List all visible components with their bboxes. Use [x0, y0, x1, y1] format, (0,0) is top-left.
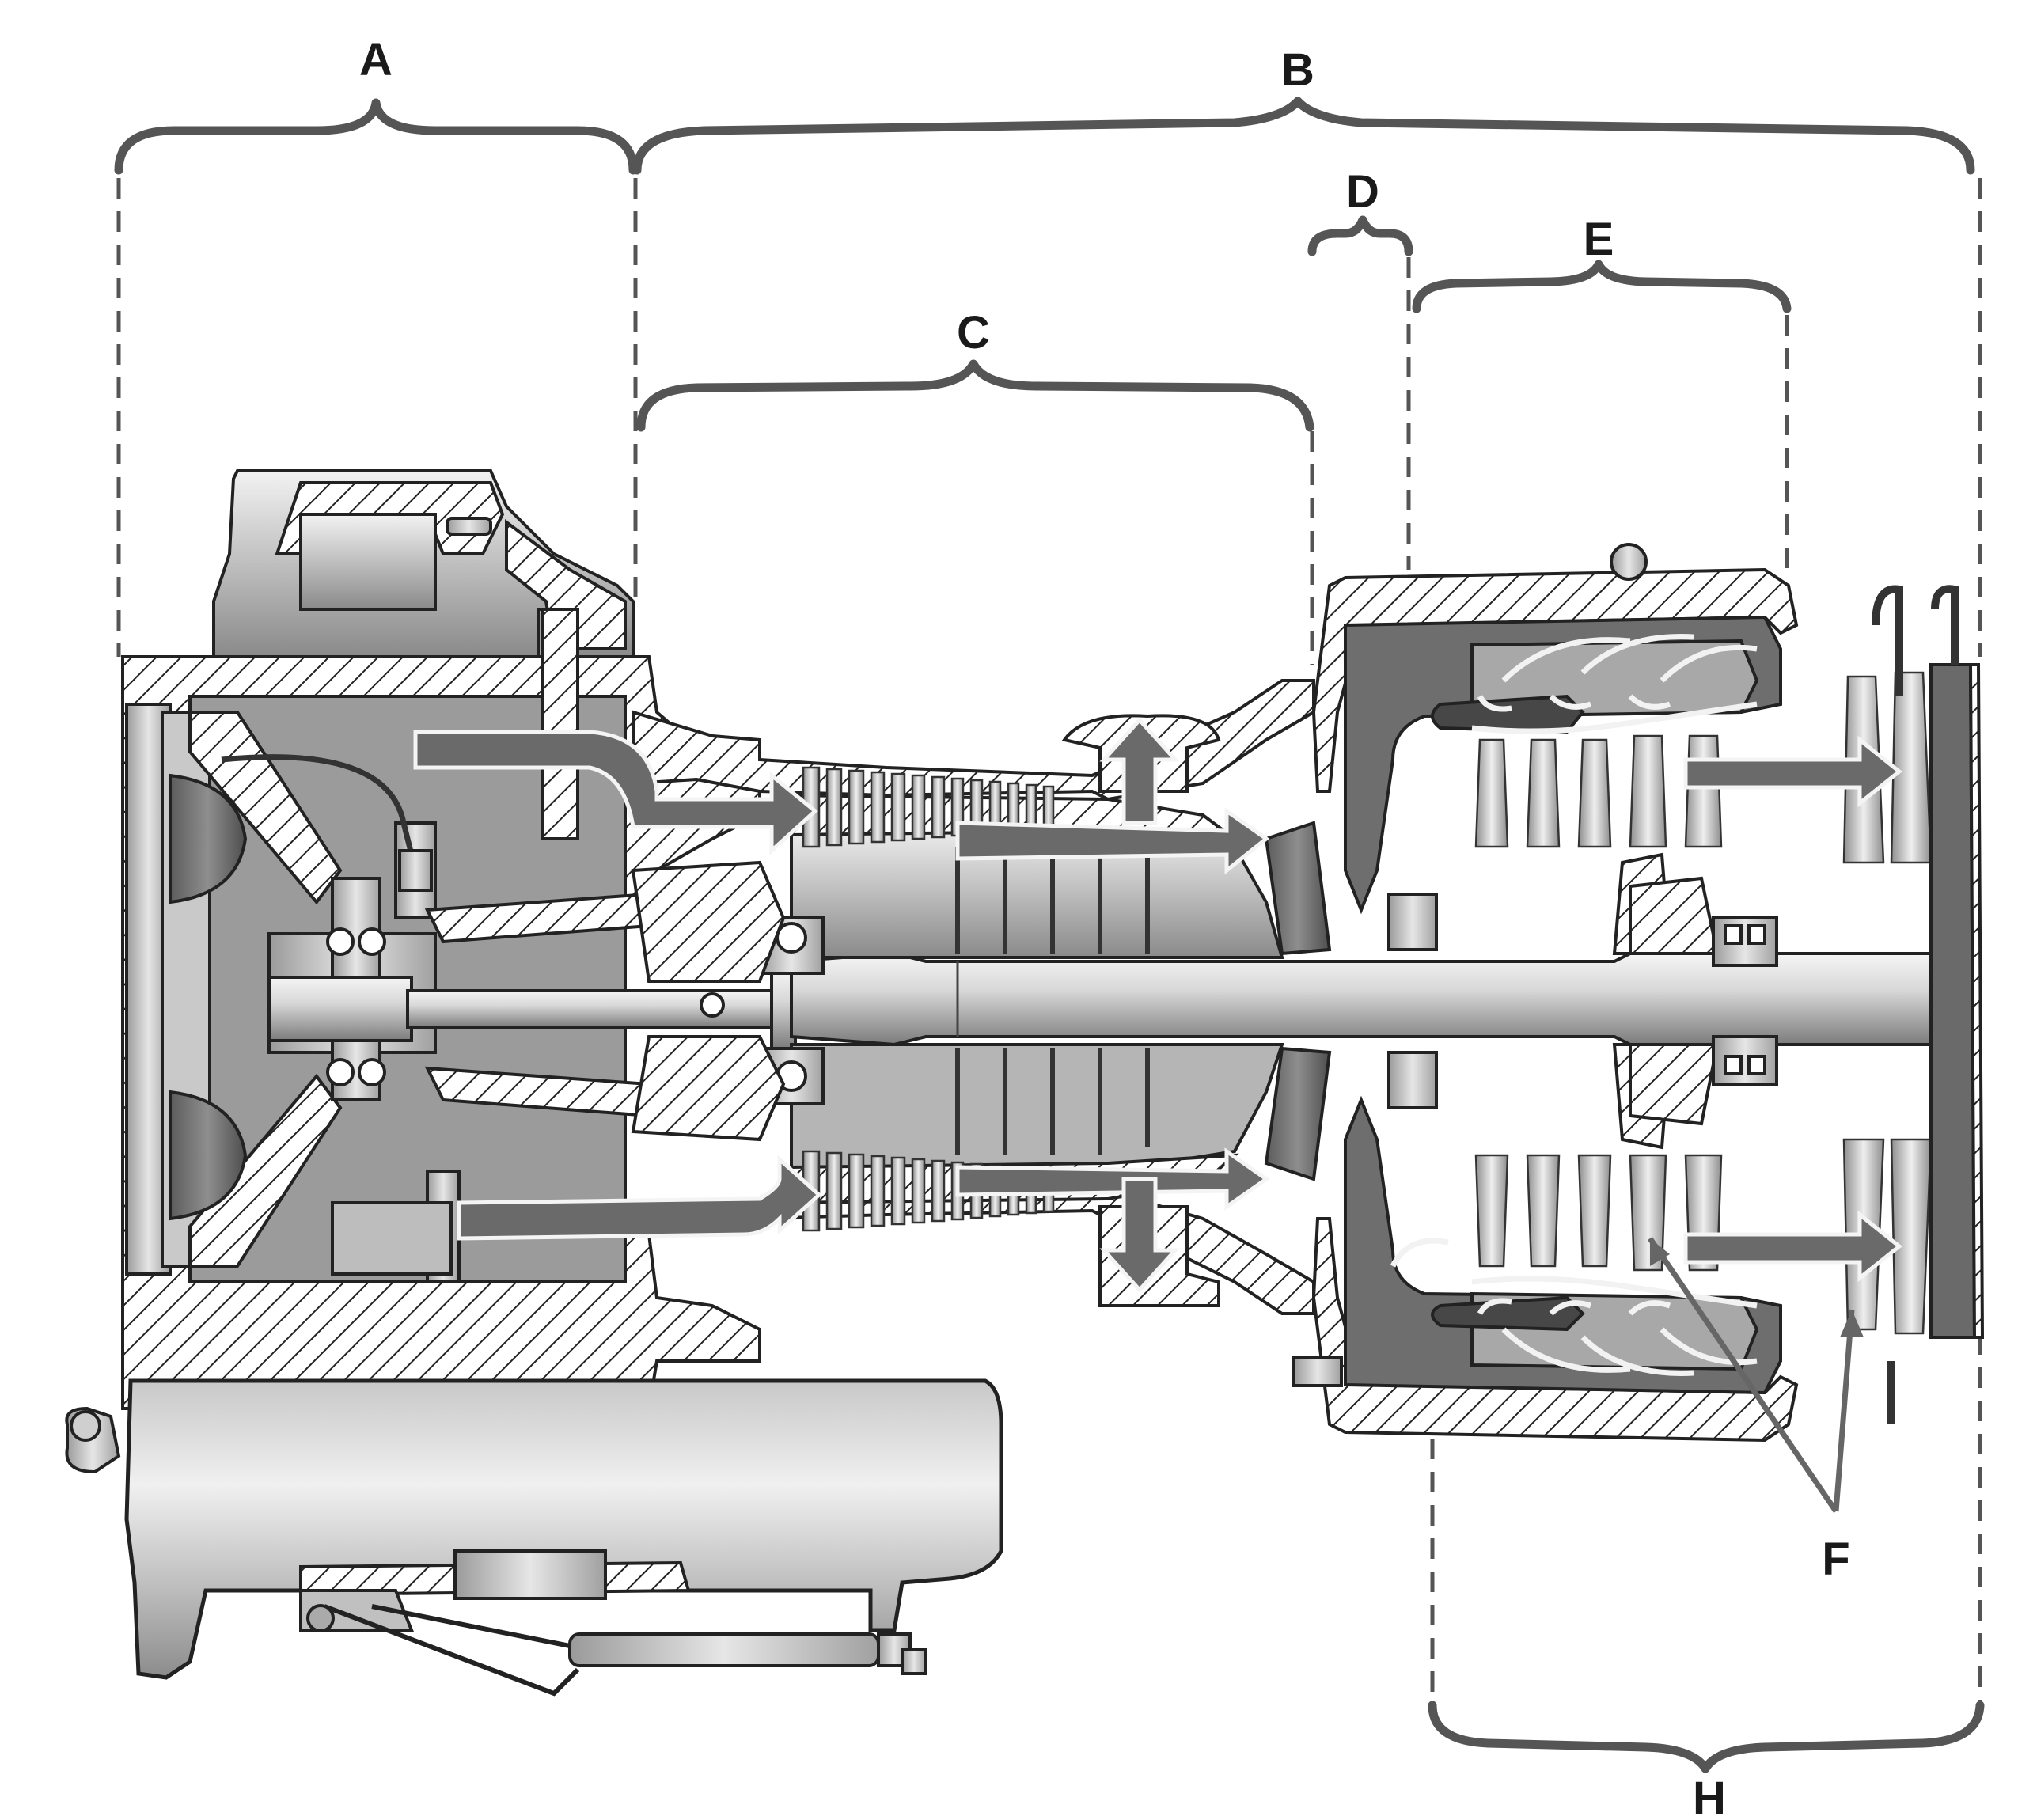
- label-d: D: [1346, 166, 1379, 218]
- combustion-swirl-upper: [1471, 634, 1758, 734]
- turbine-blades-lower: [1474, 1138, 1933, 1335]
- airflow-arrow-bleed-up: [1099, 717, 1180, 825]
- rear-bearings: [1387, 893, 1778, 1109]
- airflow-arrow-bleed-down: [1099, 1177, 1180, 1293]
- airflow-arrow-intake-lower: [457, 1155, 822, 1241]
- section-labels: A B C D E F H: [359, 34, 1850, 1820]
- label-f: F: [1822, 1534, 1849, 1585]
- label-e: E: [1584, 214, 1614, 265]
- section-braces: [114, 97, 1985, 1773]
- combustion-swirl-lower: [1390, 1238, 1758, 1376]
- airflow-arrow-intake-upper: [413, 730, 818, 855]
- brace-d: [1307, 215, 1413, 256]
- airflow-arrow-compressor-upper: [955, 807, 1270, 875]
- exhaust-duct: [1929, 663, 1977, 1339]
- label-a: A: [359, 34, 393, 85]
- airflow-arrows: [413, 634, 1903, 1376]
- label-c: C: [957, 307, 990, 358]
- oil-tank-assembly: [65, 1378, 1003, 1697]
- brace-c: [636, 359, 1314, 432]
- brace-h: [1428, 1701, 1985, 1773]
- label-h: H: [1693, 1773, 1726, 1820]
- compressor-blades-upper: [802, 766, 1055, 848]
- brace-e: [1412, 260, 1792, 313]
- airflow-arrow-exhaust-lower: [1683, 1210, 1903, 1283]
- airflow-arrow-exhaust-upper: [1683, 735, 1903, 808]
- main-shaft: [267, 951, 1964, 1050]
- label-b: B: [1281, 44, 1314, 96]
- brace-b: [632, 97, 1975, 175]
- airflow-arrow-compressor-lower: [955, 1147, 1270, 1211]
- brace-a: [114, 98, 638, 175]
- label-f-pointers: [1648, 1237, 1864, 1513]
- oil-tank: [124, 1378, 1003, 1680]
